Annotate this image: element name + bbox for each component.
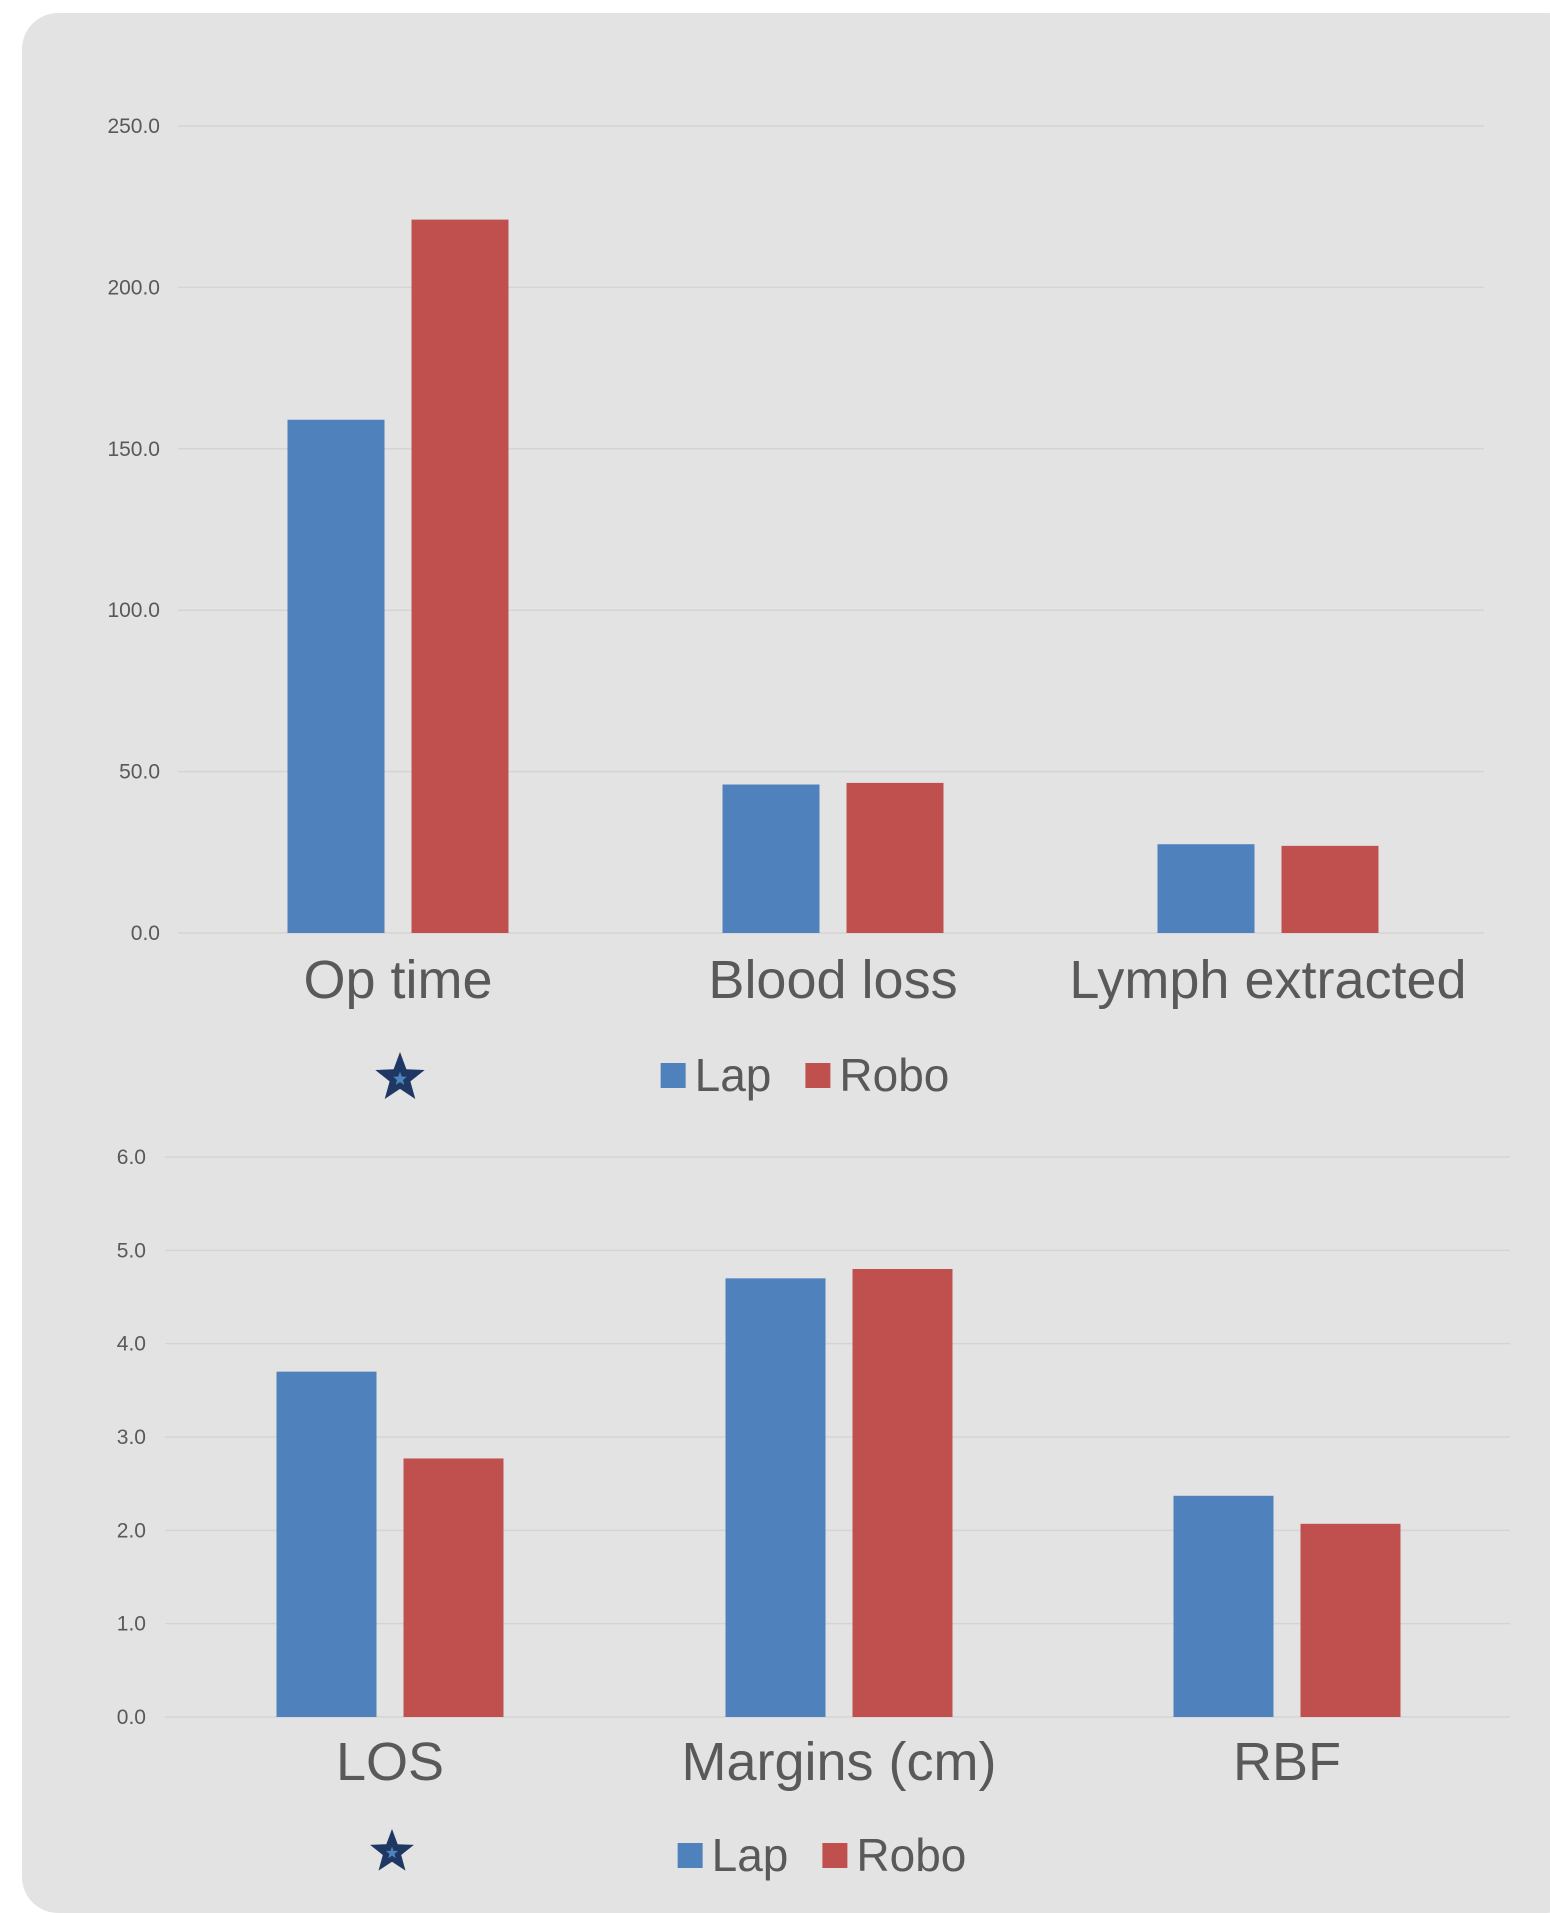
y-tick-label: 150.0 <box>107 438 160 461</box>
bar-lap-1 <box>287 419 385 933</box>
legend-swatch-robo <box>822 1843 848 1868</box>
bar-lap-1 <box>276 1371 377 1717</box>
bar-lap-2 <box>722 784 820 933</box>
y-tick-label: 0.0 <box>117 1706 146 1729</box>
legend: Lap Robo <box>660 1049 949 1101</box>
y-tick-label: 5.0 <box>117 1239 146 1262</box>
bar-robo-1 <box>411 219 509 933</box>
bar-lap-3 <box>1157 844 1255 933</box>
legend: Lap Robo <box>677 1829 966 1881</box>
star-inner-icon <box>393 1071 407 1085</box>
y-tick-label: 2.0 <box>117 1519 146 1542</box>
legend-label-lap: Lap <box>695 1049 772 1101</box>
y-tick-label: 6.0 <box>117 1146 146 1169</box>
legend-label-lap: Lap <box>712 1829 789 1881</box>
y-tick-label: 250.0 <box>107 115 160 138</box>
bar-chart-2: 0.0 1.0 2.0 3.0 4.0 5.0 6.0 LOS Margins (cm) RBF L… <box>117 1146 1510 1881</box>
y-tick-label: 3.0 <box>117 1426 146 1449</box>
y-tick-label: 100.0 <box>107 599 160 622</box>
category-label: Margins (cm) <box>681 1732 996 1792</box>
legend-swatch-robo <box>805 1063 831 1088</box>
category-label: Op time <box>303 950 492 1010</box>
y-tick-label: 0.0 <box>131 922 160 945</box>
bar-robo-2 <box>846 782 944 933</box>
legend-label-robo: Robo <box>856 1829 966 1881</box>
bar-robo-3 <box>1300 1523 1401 1717</box>
legend-swatch-lap <box>660 1063 686 1088</box>
bar-robo-2 <box>852 1269 953 1717</box>
y-tick-label: 4.0 <box>117 1333 146 1356</box>
bar-lap-2 <box>725 1278 826 1717</box>
category-label: Blood loss <box>708 950 957 1010</box>
category-label: LOS <box>336 1732 444 1792</box>
y-tick-label: 1.0 <box>117 1613 146 1636</box>
bar-robo-1 <box>403 1458 504 1717</box>
bar-lap-3 <box>1173 1495 1274 1717</box>
category-label: Lymph extracted <box>1069 950 1466 1010</box>
y-tick-label: 200.0 <box>107 276 160 299</box>
bar-robo-3 <box>1281 845 1379 933</box>
legend-label-robo: Robo <box>839 1049 949 1101</box>
bar-chart-1: 0.0 50.0 100.0 150.0 200.0 250.0 Op time Blood … <box>107 115 1484 1101</box>
star-inner-icon <box>385 1846 399 1859</box>
y-tick-label: 50.0 <box>119 761 160 784</box>
legend-swatch-lap <box>677 1843 703 1868</box>
category-label: RBF <box>1233 1732 1341 1792</box>
